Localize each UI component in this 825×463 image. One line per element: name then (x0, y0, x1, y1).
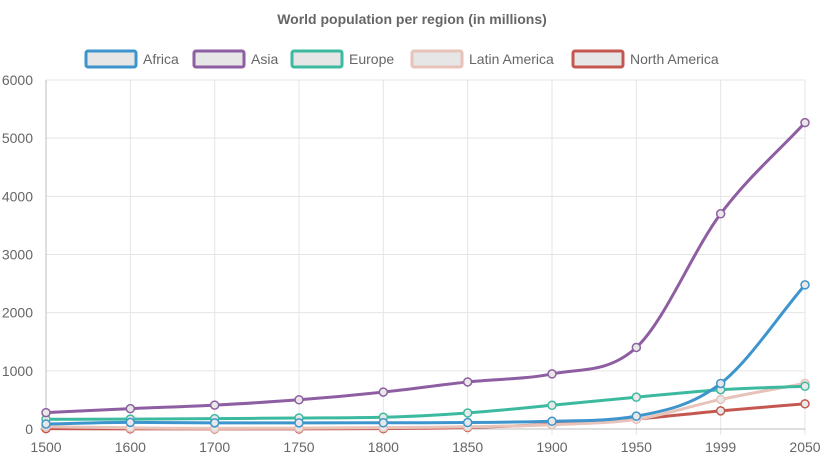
series-group (41, 117, 810, 434)
data-point-asia[interactable] (209, 400, 220, 410)
data-point-africa[interactable] (209, 418, 220, 428)
data-point-africa[interactable] (462, 417, 473, 428)
data-point-asia[interactable] (294, 395, 304, 405)
legend-item-latin-america[interactable]: Latin America (410, 49, 554, 69)
data-point-asia[interactable] (462, 377, 473, 387)
y-tick-label: 2000 (2, 305, 33, 321)
series-line-africa (44, 283, 807, 426)
x-tick-label: 1800 (368, 439, 399, 455)
data-point-latin-america[interactable] (715, 394, 726, 405)
data-point-africa[interactable] (800, 280, 810, 290)
data-point-europe[interactable] (462, 408, 473, 418)
series-line-latin-america (44, 381, 807, 430)
y-tick-label: 5000 (2, 130, 33, 146)
x-tick-label: 1500 (30, 439, 61, 455)
series-asia (41, 117, 810, 418)
y-tick-label: 0 (25, 421, 33, 437)
y-tick-label: 1000 (2, 363, 33, 379)
x-tick-label: 1900 (536, 439, 567, 455)
chart-title: World population per region (in millions… (277, 11, 547, 27)
y-tick-label: 4000 (2, 188, 33, 204)
data-point-africa[interactable] (547, 416, 557, 427)
series-line-europe (44, 384, 807, 421)
data-point-north-america[interactable] (715, 406, 726, 416)
y-tick-label: 6000 (2, 72, 33, 88)
x-tick-label: 1700 (199, 439, 230, 455)
data-point-africa[interactable] (378, 418, 389, 428)
legend-item-asia[interactable]: Asia (192, 49, 278, 69)
legend-label: Latin America (469, 51, 554, 67)
legend-item-north-america[interactable]: North America (571, 49, 719, 69)
grid (45, 79, 806, 435)
legend-item-africa[interactable]: Africa (84, 49, 179, 69)
legend-label: Europe (349, 51, 394, 67)
legend: Africa Asia Europe Latin America North Ameri… (84, 49, 719, 69)
data-point-europe[interactable] (547, 400, 557, 411)
legend-label: Asia (251, 51, 278, 67)
data-point-africa[interactable] (125, 417, 136, 428)
data-point-europe[interactable] (631, 392, 642, 402)
data-point-asia[interactable] (631, 342, 642, 353)
legend-item-europe[interactable]: Europe (290, 49, 394, 69)
data-point-africa[interactable] (715, 378, 726, 389)
data-point-europe[interactable] (800, 381, 810, 392)
data-point-asia[interactable] (800, 117, 810, 128)
y-tick-label: 3000 (2, 247, 33, 263)
data-point-africa[interactable] (631, 411, 642, 421)
legend-swatch (290, 49, 344, 69)
legend-label: North America (630, 51, 719, 67)
legend-swatch (192, 49, 246, 69)
data-point-asia[interactable] (41, 407, 51, 418)
data-point-africa[interactable] (294, 418, 304, 428)
data-point-africa[interactable] (41, 419, 51, 429)
legend-label: Africa (143, 51, 179, 67)
x-tick-label: 1600 (115, 439, 146, 455)
data-point-asia[interactable] (125, 403, 136, 414)
axes: 0 1000 2000 3000 4000 5000 6000 1500 1600 1700 175… (2, 72, 821, 455)
data-point-asia[interactable] (378, 387, 389, 397)
data-point-asia[interactable] (547, 369, 557, 379)
legend-swatch (410, 49, 464, 69)
data-point-north-america[interactable] (800, 399, 810, 409)
x-tick-label: 1850 (452, 439, 483, 455)
x-tick-label: 1950 (621, 439, 652, 455)
legend-swatch (84, 49, 138, 69)
legend-swatch (571, 49, 625, 69)
data-point-asia[interactable] (715, 209, 726, 219)
x-tick-label: 2050 (789, 439, 820, 455)
series-line-asia (44, 121, 807, 415)
series-africa (41, 280, 810, 429)
x-tick-label: 1750 (283, 439, 314, 455)
x-tick-label: 1999 (705, 439, 736, 455)
